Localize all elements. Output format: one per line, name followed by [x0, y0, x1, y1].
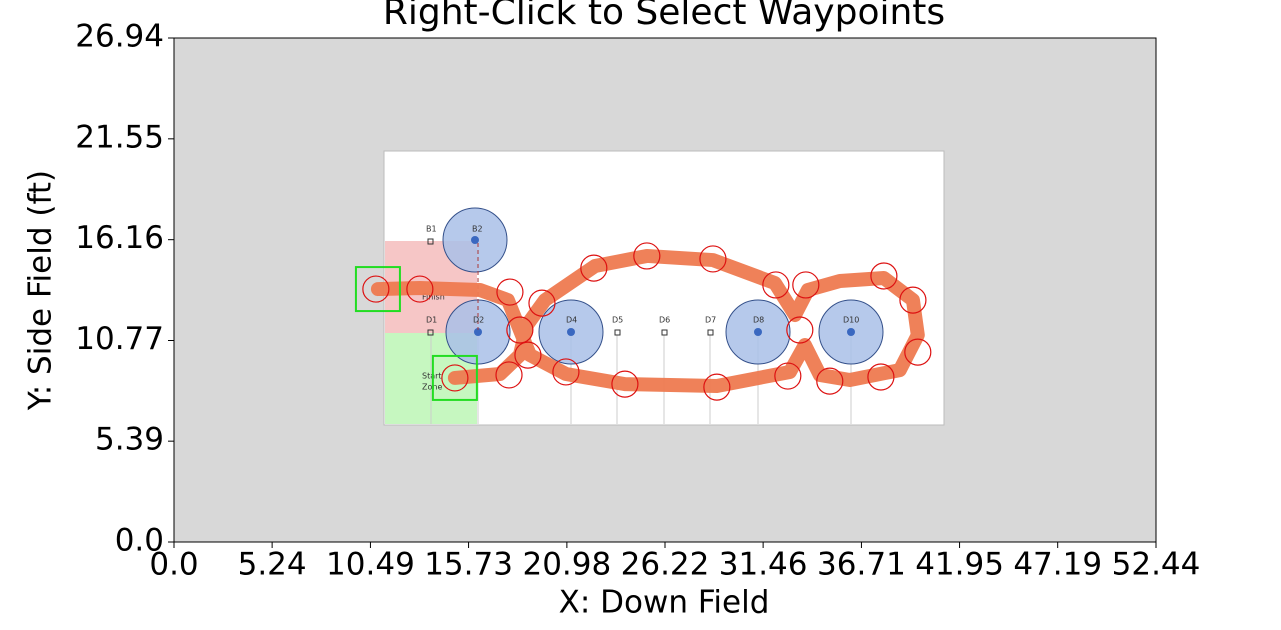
y-tick-label: 21.55	[75, 119, 164, 155]
waypoint	[703, 373, 731, 401]
x-tick-label: 10.49	[326, 547, 415, 583]
field-label: D2	[473, 316, 484, 325]
field-label: D10	[843, 316, 859, 325]
waypoint	[870, 262, 898, 290]
cones	[427, 238, 714, 336]
y-tick-label: 5.39	[95, 422, 164, 458]
field-label: D6	[659, 316, 670, 325]
x-tick-label: 36.71	[817, 547, 906, 583]
field-label: Start	[422, 372, 442, 381]
x-tick-label: 31.46	[719, 547, 808, 583]
waypoint	[362, 275, 390, 303]
waypoint	[495, 361, 523, 389]
waypoint	[792, 271, 820, 299]
y-tick-label: 26.94	[75, 19, 164, 55]
y-tick-label: 16.16	[75, 220, 164, 256]
x-tick-label: 26.22	[621, 547, 710, 583]
waypoint	[699, 245, 727, 273]
y-tick-label: 0.0	[115, 523, 164, 559]
start-box	[431, 354, 478, 401]
waypoint	[786, 316, 814, 344]
field-label: Finish	[422, 293, 445, 302]
waypoint	[762, 271, 790, 299]
waypoint	[899, 286, 927, 314]
field-label: D8	[753, 316, 764, 325]
waypoint	[514, 341, 542, 369]
field-label: D5	[612, 316, 623, 325]
waypoint	[580, 254, 608, 282]
x-tick-label: 5.24	[238, 547, 307, 583]
waypoint	[406, 275, 434, 303]
waypoint	[633, 242, 661, 270]
end-box	[354, 266, 401, 313]
x-tick-label: 47.19	[1013, 547, 1102, 583]
waypoint	[774, 362, 802, 390]
field-label: B2	[472, 225, 483, 234]
waypoint	[496, 278, 524, 306]
x-axis-label: X: Down Field	[559, 585, 770, 621]
field-label: D1	[426, 316, 437, 325]
x-tick-label: 15.73	[424, 547, 513, 583]
waypoint	[528, 289, 556, 317]
field-label: B1	[426, 225, 437, 234]
waypoint	[816, 367, 844, 395]
chart-title: Right-Click to Select Waypoints	[383, 0, 945, 33]
x-tick-label: 52.44	[1112, 547, 1201, 583]
field-label: D4	[566, 316, 577, 325]
robot-path	[370, 248, 925, 393]
x-tick-label: 41.95	[915, 547, 1004, 583]
y-tick-label: 10.77	[75, 321, 164, 357]
waypoint	[611, 370, 639, 398]
waypoint	[552, 358, 580, 386]
waypoint	[867, 363, 895, 391]
x-tick-label: 20.98	[522, 547, 611, 583]
x-tick-label: 0.0	[149, 547, 198, 583]
waypoint	[904, 338, 932, 366]
waypoint	[441, 364, 469, 392]
field-label: D7	[705, 316, 716, 325]
obstacle-centers	[471, 236, 855, 336]
waypoint	[506, 316, 534, 344]
y-axis-label: Y: Side Field (ft)	[23, 170, 59, 411]
